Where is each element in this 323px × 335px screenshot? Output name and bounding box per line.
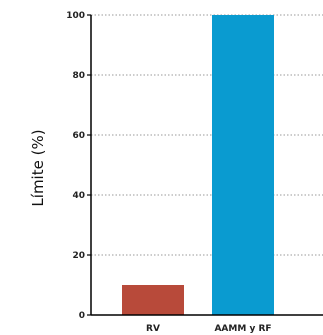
bar-1 (212, 15, 274, 315)
axes (90, 15, 323, 316)
gridlines (91, 14, 323, 256)
y-tick-label: 20 (72, 251, 85, 261)
y-tick-label: 80 (72, 71, 85, 81)
bar-0 (122, 285, 184, 315)
x-tick-label: AAMM y RF (214, 324, 271, 334)
bars (122, 15, 274, 315)
y-tick-labels: 0 20 40 60 80 100 (66, 11, 91, 321)
y-tick-label: 60 (72, 131, 85, 141)
y-tick-label: 0 (79, 311, 85, 321)
y-axis-label: Límite (%) (29, 129, 47, 206)
y-tick-label: 40 (72, 191, 85, 201)
y-tick-label: 100 (66, 11, 85, 21)
x-tick-labels: RV AAMM y RF (146, 324, 271, 334)
x-tick-label: RV (146, 324, 160, 334)
